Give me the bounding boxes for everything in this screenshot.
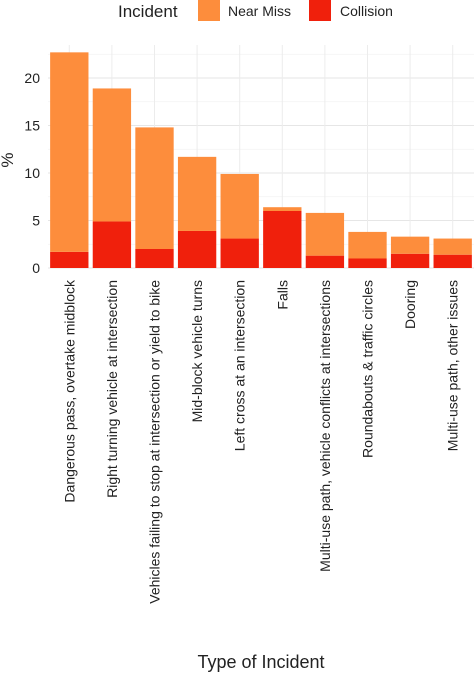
x-tick-label: Mid-block vehicle turns: [189, 280, 205, 422]
x-ticks-layer: Dangerous pass, overtake midblock Right t…: [61, 279, 460, 604]
legend-title: Incident: [118, 2, 178, 21]
x-tick-label: Roundabouts & traffic circles: [360, 280, 376, 458]
x-tick-label: Dangerous pass, overtake midblock: [61, 279, 77, 503]
legend-swatch-near-miss: [198, 0, 220, 21]
bar-collision-9: [390, 253, 430, 268]
bar-collision-8: [348, 258, 387, 268]
x-tick-label: Multi-use path, other issues: [445, 280, 461, 451]
x-tick-label: Left cross at an intersection: [232, 280, 248, 451]
bar-collision-5: [220, 238, 259, 268]
bar-collision-4: [177, 230, 217, 268]
y-tick-label: 5: [32, 213, 40, 229]
legend: Incident Near Miss Collision: [118, 0, 393, 21]
bars-layer: [50, 52, 472, 268]
x-tick-label: Right turning vehicle at intersection: [104, 280, 120, 498]
bar-near-miss-6: [263, 207, 302, 211]
bar-near-miss-1: [50, 52, 89, 252]
x-tick-label: Multi-use path, vehicle conflicts at int…: [317, 280, 333, 572]
y-tick-label: 20: [24, 70, 40, 86]
bar-near-miss-3: [135, 127, 174, 249]
bar-near-miss-2: [92, 88, 132, 222]
y-tick-label: 10: [24, 165, 40, 181]
bar-collision-6: [263, 211, 302, 268]
bar-collision-2: [92, 221, 132, 268]
legend-label-collision: Collision: [340, 3, 393, 19]
x-tick-label: Falls: [274, 280, 290, 310]
y-tick-label: 15: [24, 118, 40, 134]
x-tick-label: Dooring: [402, 280, 418, 329]
bar-near-miss-9: [390, 236, 430, 254]
bar-near-miss-10: [433, 238, 472, 255]
legend-label-near-miss: Near Miss: [228, 3, 291, 19]
y-tick-label: 0: [32, 260, 40, 276]
bar-collision-7: [305, 255, 345, 268]
bar-near-miss-7: [305, 212, 345, 256]
y-ticks-layer: 0 5 10 15 20: [24, 70, 40, 276]
x-tick-label: Vehicles failing to stop at intersection…: [147, 280, 163, 604]
bar-collision-10: [433, 254, 472, 268]
legend-swatch-collision: [309, 0, 331, 21]
bar-near-miss-4: [177, 156, 217, 231]
bar-near-miss-5: [220, 173, 259, 239]
x-axis-title: Type of Incident: [197, 652, 324, 672]
bar-collision-3: [135, 249, 174, 268]
bar-collision-1: [50, 251, 89, 268]
bar-near-miss-8: [348, 231, 387, 259]
y-axis-title: %: [0, 152, 17, 167]
